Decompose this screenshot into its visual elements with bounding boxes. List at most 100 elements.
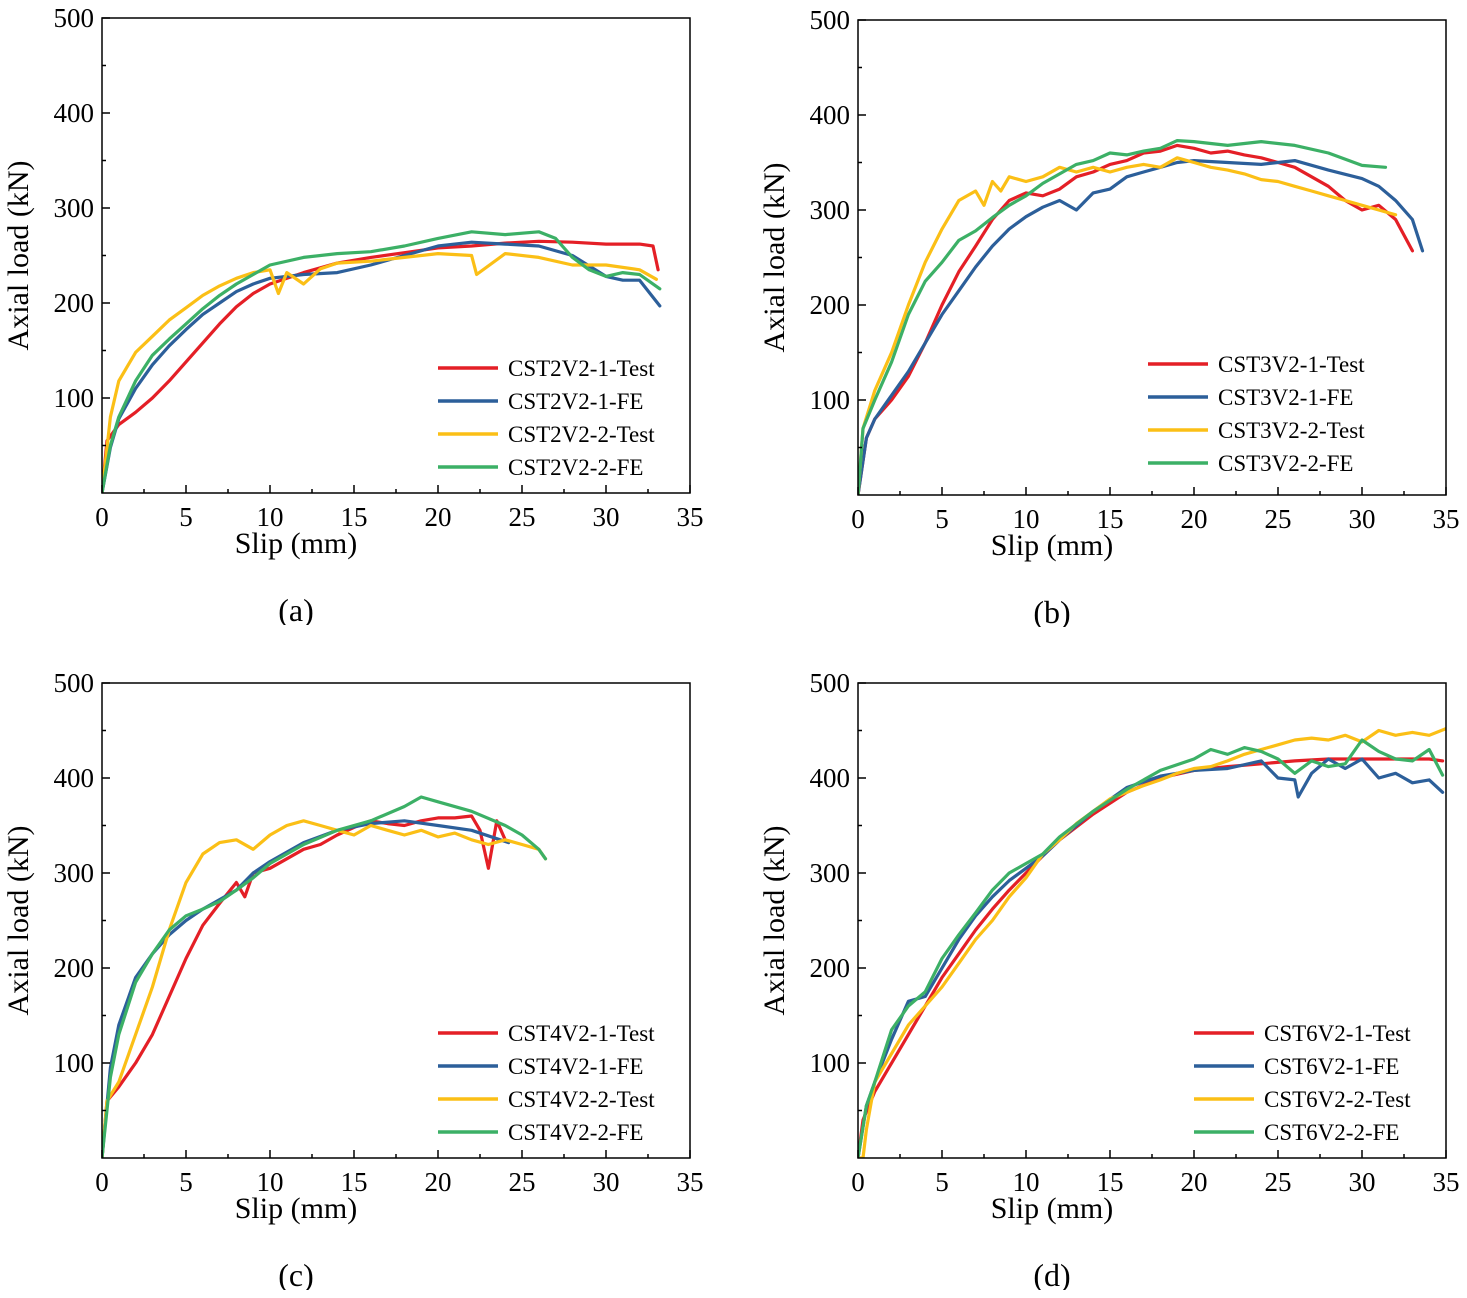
x-tick-label: 25 [1265, 504, 1292, 534]
series-line-CST6V2-1-FE [858, 757, 1445, 1158]
legend-label: CST4V2-1-Test [508, 1021, 655, 1046]
y-tick-label: 300 [810, 858, 851, 888]
x-tick-label: 30 [1349, 504, 1376, 534]
x-tick-label: 0 [95, 502, 109, 532]
legend-label: CST3V2-2-Test [1218, 418, 1365, 443]
x-tick-label: 35 [1433, 504, 1460, 534]
chart-panel-c: 0 5 10 15 20 25 30 35 100 200 300 400 500 Slip (mm) Ax… [0, 665, 705, 1295]
y-tick-label: 300 [54, 193, 95, 223]
x-tick-label: 25 [509, 1167, 536, 1197]
x-tick-label: 20 [425, 1167, 452, 1197]
series-line-CST3V2-2-FE [858, 139, 1388, 495]
x-tick-label: 15 [1097, 1167, 1124, 1197]
series-line-CST6V2-2-FE [858, 738, 1445, 1158]
series-line-CST3V2-2-Test [858, 156, 1398, 495]
legend: CST4V2-1-Test CST4V2-1-FE CST4V2-2-Test CST… [438, 1021, 655, 1145]
panel-caption: (d) [1033, 1257, 1070, 1290]
y-axis-label: Axial load (kN) [758, 826, 791, 1016]
legend-label: CST2V2-2-Test [508, 422, 655, 447]
legend: CST3V2-1-Test CST3V2-1-FE CST3V2-2-Test CST… [1148, 352, 1365, 476]
legend-label: CST3V2-1-Test [1218, 352, 1365, 377]
y-tick-label: 400 [54, 98, 95, 128]
x-tick-label: 20 [425, 502, 452, 532]
chart-svg: 0 5 10 15 20 25 30 35 100 200 300 400 500 Slip (mm) Ax… [2, 3, 704, 628]
y-tick-label: 200 [810, 953, 851, 983]
x-tick-label: 20 [1181, 1167, 1208, 1197]
legend-label: CST6V2-2-FE [1264, 1120, 1399, 1145]
legend-label: CST6V2-1-Test [1264, 1021, 1411, 1046]
x-tick-label: 25 [509, 502, 536, 532]
legend-label: CST3V2-2-FE [1218, 451, 1353, 476]
x-tick-label: 10 [1013, 504, 1040, 534]
x-tick-label: 15 [341, 502, 368, 532]
legend-label: CST4V2-2-Test [508, 1087, 655, 1112]
legend: CST2V2-1-Test CST2V2-1-FE CST2V2-2-Test CST… [438, 356, 655, 480]
x-tick-label: 10 [257, 502, 284, 532]
y-tick-label: 400 [54, 763, 95, 793]
series-line-CST2V2-1-Test [102, 239, 660, 493]
x-tick-label: 0 [851, 1167, 865, 1197]
y-tick-label: 300 [810, 195, 851, 225]
chart-panel-d: 0 5 10 15 20 25 30 35 100 200 300 400 500 Slip (mm) Ax… [756, 665, 1461, 1295]
y-axis-label: Axial load (kN) [758, 163, 791, 353]
panel-caption: (a) [278, 592, 314, 625]
x-tick-label: 15 [1097, 504, 1124, 534]
y-tick-label: 500 [810, 5, 851, 35]
series-line-CST4V2-2-Test [102, 819, 548, 1158]
panel-caption: (c) [278, 1257, 314, 1290]
series-line-CST2V2-2-Test [102, 252, 659, 493]
y-tick-label: 200 [810, 290, 851, 320]
legend-label: CST6V2-1-FE [1264, 1054, 1399, 1079]
legend-label: CST2V2-2-FE [508, 455, 643, 480]
y-tick-label: 100 [810, 385, 851, 415]
x-tick-label: 35 [1433, 1167, 1460, 1197]
y-tick-label: 100 [54, 1048, 95, 1078]
series-line-CST2V2-2-FE [102, 230, 662, 493]
x-tick-label: 25 [1265, 1167, 1292, 1197]
y-tick-label: 400 [810, 763, 851, 793]
series-line-CST4V2-1-Test [102, 814, 507, 1158]
y-tick-label: 500 [54, 668, 95, 698]
y-tick-label: 100 [54, 383, 95, 413]
panel-caption: (b) [1033, 594, 1070, 627]
x-axis-label: Slip (mm) [991, 529, 1114, 562]
x-tick-label: 10 [1013, 1167, 1040, 1197]
x-tick-label: 30 [593, 1167, 620, 1197]
series-line-CST3V2-1-Test [858, 143, 1415, 495]
x-tick-label: 5 [935, 1167, 949, 1197]
chart-svg: 0 5 10 15 20 25 30 35 100 200 300 400 500 Slip (mm) Ax… [758, 5, 1460, 630]
y-tick-label: 200 [54, 953, 95, 983]
x-tick-label: 35 [677, 1167, 704, 1197]
x-tick-label: 0 [95, 1167, 109, 1197]
legend-label: CST4V2-2-FE [508, 1120, 643, 1145]
x-tick-label: 10 [257, 1167, 284, 1197]
x-tick-label: 30 [1349, 1167, 1376, 1197]
x-tick-label: 5 [179, 1167, 193, 1197]
x-tick-label: 30 [593, 502, 620, 532]
legend-label: CST2V2-1-FE [508, 389, 643, 414]
legend-label: CST6V2-2-Test [1264, 1087, 1411, 1112]
chart-panel-a: 0 5 10 15 20 25 30 35 100 200 300 400 500 Slip (mm) Ax… [0, 0, 705, 630]
legend-label: CST2V2-1-Test [508, 356, 655, 381]
chart-svg: 0 5 10 15 20 25 30 35 100 200 300 400 500 Slip (mm) Ax… [758, 668, 1460, 1293]
y-tick-label: 400 [810, 100, 851, 130]
x-axis-label: Slip (mm) [991, 1192, 1114, 1225]
y-tick-label: 500 [810, 668, 851, 698]
y-tick-label: 500 [54, 3, 95, 33]
x-axis-label: Slip (mm) [235, 527, 358, 560]
y-tick-label: 100 [810, 1048, 851, 1078]
chart-panel-b: 0 5 10 15 20 25 30 35 100 200 300 400 500 Slip (mm) Ax… [756, 2, 1461, 632]
series-line-CST6V2-2-Test [858, 726, 1446, 1158]
series-line-CST4V2-2-FE [102, 795, 548, 1158]
x-tick-label: 35 [677, 502, 704, 532]
x-tick-label: 5 [179, 502, 193, 532]
legend: CST6V2-1-Test CST6V2-1-FE CST6V2-2-Test CST… [1194, 1021, 1411, 1145]
x-axis-label: Slip (mm) [235, 1192, 358, 1225]
y-axis-label: Axial load (kN) [2, 161, 35, 351]
x-tick-label: 5 [935, 504, 949, 534]
legend-label: CST4V2-1-FE [508, 1054, 643, 1079]
x-tick-label: 0 [851, 504, 865, 534]
x-tick-label: 15 [341, 1167, 368, 1197]
chart-svg: 0 5 10 15 20 25 30 35 100 200 300 400 500 Slip (mm) Ax… [2, 668, 704, 1293]
y-tick-label: 200 [54, 288, 95, 318]
